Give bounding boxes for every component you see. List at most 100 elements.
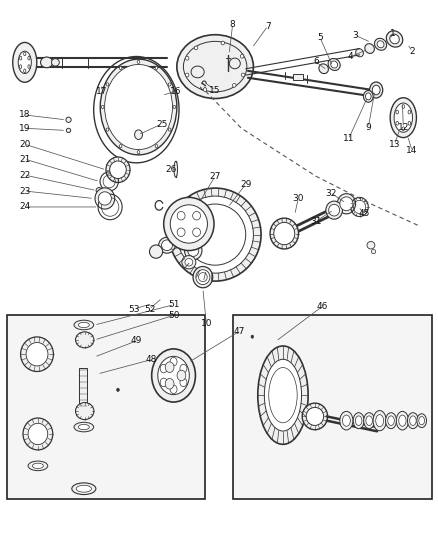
Text: 32: 32	[325, 189, 336, 198]
Ellipse shape	[78, 322, 89, 328]
Text: 6: 6	[312, 58, 318, 66]
Text: 10: 10	[200, 319, 212, 328]
Ellipse shape	[24, 52, 26, 56]
Ellipse shape	[19, 56, 21, 60]
Ellipse shape	[173, 106, 175, 109]
Text: 1: 1	[389, 29, 394, 38]
Ellipse shape	[101, 106, 104, 109]
Ellipse shape	[177, 35, 253, 99]
Ellipse shape	[389, 34, 399, 44]
Ellipse shape	[28, 423, 48, 445]
Ellipse shape	[376, 41, 383, 48]
Text: 26: 26	[165, 165, 177, 174]
Ellipse shape	[401, 104, 404, 108]
Ellipse shape	[407, 122, 410, 125]
Ellipse shape	[240, 54, 243, 58]
Text: 5: 5	[317, 34, 322, 43]
Ellipse shape	[251, 335, 253, 338]
Ellipse shape	[221, 41, 224, 45]
Ellipse shape	[137, 60, 140, 63]
Ellipse shape	[203, 88, 206, 92]
Ellipse shape	[184, 241, 201, 260]
Ellipse shape	[177, 228, 185, 237]
Text: 25: 25	[155, 119, 167, 128]
Ellipse shape	[273, 222, 294, 245]
Ellipse shape	[365, 416, 371, 425]
Ellipse shape	[330, 61, 337, 68]
Text: 17: 17	[95, 86, 107, 95]
Ellipse shape	[28, 64, 30, 68]
Ellipse shape	[165, 362, 173, 373]
Ellipse shape	[51, 59, 59, 66]
Text: 12: 12	[397, 123, 408, 132]
Ellipse shape	[165, 378, 173, 389]
Bar	[79, 368, 87, 408]
Ellipse shape	[181, 256, 195, 269]
Ellipse shape	[385, 31, 402, 47]
Ellipse shape	[98, 192, 111, 205]
Ellipse shape	[195, 270, 209, 285]
Text: 30: 30	[292, 194, 304, 203]
Ellipse shape	[342, 415, 350, 426]
Ellipse shape	[169, 188, 261, 281]
Ellipse shape	[192, 212, 200, 220]
Ellipse shape	[418, 416, 424, 425]
Text: 4: 4	[347, 52, 353, 61]
Ellipse shape	[170, 205, 207, 243]
Bar	[292, 74, 302, 80]
Ellipse shape	[95, 188, 114, 209]
Ellipse shape	[393, 103, 412, 132]
Ellipse shape	[151, 349, 195, 402]
Ellipse shape	[339, 411, 352, 430]
Ellipse shape	[192, 228, 200, 237]
Text: 21: 21	[19, 155, 30, 164]
Ellipse shape	[369, 82, 382, 98]
Text: 47: 47	[233, 327, 244, 336]
Ellipse shape	[168, 83, 170, 86]
Ellipse shape	[110, 161, 126, 179]
Ellipse shape	[401, 127, 404, 131]
Ellipse shape	[371, 249, 375, 254]
Ellipse shape	[396, 411, 408, 430]
Ellipse shape	[13, 43, 37, 82]
Text: 27: 27	[209, 172, 220, 181]
Ellipse shape	[353, 413, 363, 429]
Ellipse shape	[28, 461, 48, 471]
Ellipse shape	[184, 259, 192, 266]
Ellipse shape	[66, 117, 71, 123]
Text: 11: 11	[342, 134, 353, 143]
Bar	[232, 316, 431, 499]
Ellipse shape	[28, 56, 30, 60]
Text: 9: 9	[364, 123, 370, 132]
Ellipse shape	[161, 240, 172, 251]
Ellipse shape	[76, 485, 91, 492]
Ellipse shape	[26, 343, 48, 366]
Text: 3: 3	[351, 31, 357, 40]
Text: 16: 16	[170, 86, 181, 95]
Ellipse shape	[78, 424, 89, 430]
Ellipse shape	[232, 84, 236, 87]
Ellipse shape	[177, 370, 185, 381]
Ellipse shape	[119, 66, 122, 69]
Ellipse shape	[32, 463, 43, 469]
Ellipse shape	[168, 128, 170, 131]
Ellipse shape	[407, 110, 410, 114]
Ellipse shape	[106, 157, 130, 182]
Ellipse shape	[371, 85, 379, 95]
Ellipse shape	[398, 415, 405, 426]
Ellipse shape	[305, 407, 323, 425]
Ellipse shape	[409, 416, 415, 425]
Ellipse shape	[180, 365, 187, 373]
Ellipse shape	[74, 422, 93, 432]
Text: 49: 49	[131, 336, 142, 345]
Ellipse shape	[119, 144, 122, 148]
Ellipse shape	[406, 413, 417, 429]
Text: 53: 53	[128, 304, 140, 313]
Ellipse shape	[23, 418, 53, 450]
Ellipse shape	[264, 359, 301, 431]
Ellipse shape	[416, 414, 426, 427]
Ellipse shape	[325, 201, 342, 219]
Ellipse shape	[158, 237, 175, 253]
Ellipse shape	[72, 483, 95, 495]
Ellipse shape	[185, 56, 188, 60]
